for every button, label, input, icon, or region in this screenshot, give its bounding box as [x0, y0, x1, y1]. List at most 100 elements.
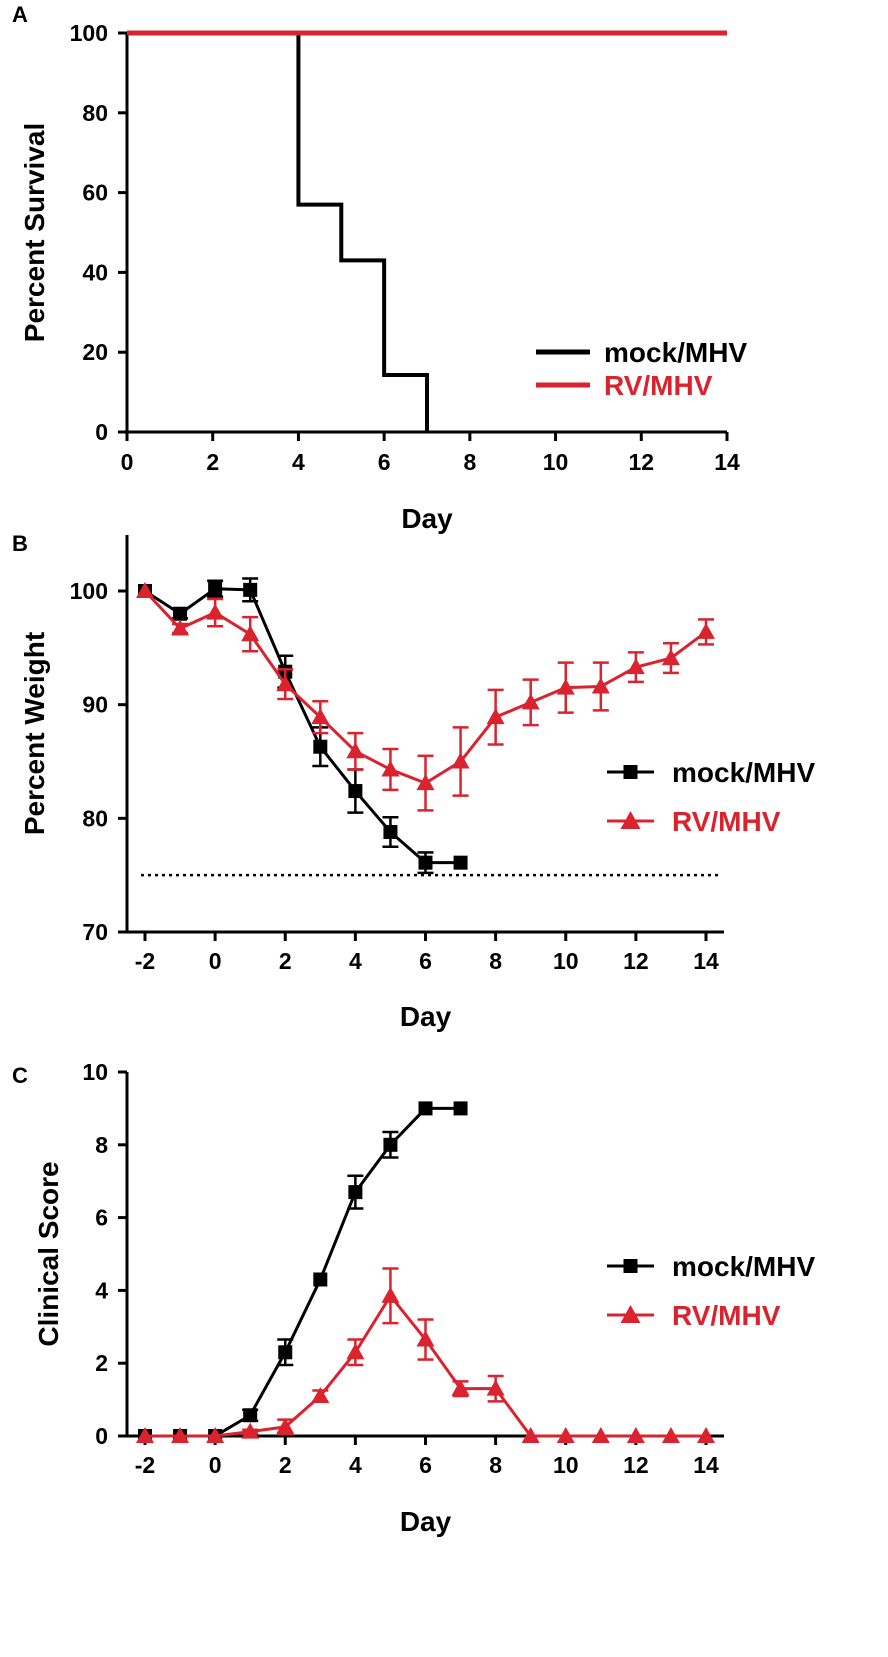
x-axis-title: Day	[401, 503, 453, 534]
y-tick-label: 90	[82, 692, 108, 718]
data-point-rv	[521, 693, 540, 710]
panel-label: A	[12, 2, 28, 27]
y-axis-title: Percent Survival	[19, 123, 50, 342]
legend-label-mock: mock/MHV	[604, 337, 747, 368]
data-point-rv	[346, 1343, 365, 1360]
y-tick-label: 2	[95, 1350, 108, 1376]
legend-marker-rv	[620, 1305, 641, 1323]
x-tick-label: 0	[209, 1452, 222, 1478]
x-tick-label: 4	[292, 449, 305, 475]
data-point-mock	[383, 824, 398, 839]
data-point-rv	[591, 1427, 610, 1443]
y-tick-label: 0	[95, 419, 108, 445]
legend-label-rv: RV/MHV	[672, 1300, 781, 1331]
data-point-rv	[381, 1286, 400, 1303]
series-line-mock	[127, 31, 429, 432]
legend-marker-rv	[620, 811, 641, 829]
x-tick-label: 4	[349, 1452, 362, 1478]
y-tick-label: 80	[82, 100, 108, 126]
data-point-mock	[418, 855, 433, 870]
data-point-rv	[661, 1427, 680, 1443]
data-point-rv	[626, 1427, 645, 1443]
y-axis-title: Clinical Score	[33, 1161, 64, 1346]
data-point-mock	[383, 1137, 398, 1152]
legend-label-rv: RV/MHV	[604, 370, 713, 401]
data-point-mock	[173, 606, 188, 621]
data-point-rv	[521, 1427, 540, 1443]
data-point-rv	[697, 622, 715, 639]
data-point-rv	[206, 1427, 225, 1443]
panel-label: C	[12, 1063, 28, 1088]
data-point-rv	[346, 742, 365, 759]
data-point-rv	[591, 677, 610, 694]
x-tick-label: 2	[279, 948, 292, 974]
data-point-rv	[276, 1417, 295, 1434]
data-point-rv	[171, 1427, 190, 1443]
y-tick-label: 10	[82, 1059, 108, 1085]
data-point-rv	[276, 675, 295, 692]
data-point-rv	[451, 752, 470, 769]
y-tick-label: 100	[70, 578, 108, 604]
x-tick-label: 12	[628, 449, 654, 475]
y-tick-label: 100	[70, 20, 108, 46]
data-point-mock	[278, 1345, 293, 1360]
data-point-rv	[556, 678, 575, 695]
data-point-mock	[243, 582, 258, 597]
x-tick-label: 12	[623, 1452, 649, 1478]
x-tick-label: 6	[378, 449, 391, 475]
chart-panel-a: A 0 2 4 6 8 10 12 14 0 20 40 60 80 100 Day Percent Survi…	[12, 2, 747, 534]
x-tick-label: 2	[206, 449, 219, 475]
series-line-mock	[145, 1106, 461, 1438]
data-point-rv	[416, 774, 435, 791]
x-tick-label: 8	[489, 1452, 502, 1478]
y-tick-label: 60	[82, 180, 108, 206]
data-point-rv	[661, 649, 680, 666]
data-point-mock	[453, 855, 468, 870]
data-point-rv	[626, 658, 645, 675]
data-point-rv	[206, 603, 225, 620]
data-point-rv	[381, 760, 400, 777]
data-point-mock	[348, 1185, 363, 1200]
x-tick-label: 14	[693, 1452, 719, 1478]
data-point-rv	[241, 1422, 260, 1439]
data-point-mock	[348, 784, 363, 799]
x-tick-label: 8	[489, 948, 502, 974]
data-point-rv	[311, 708, 330, 725]
x-tick-label: 4	[349, 948, 362, 974]
x-axis-title: Day	[400, 1001, 452, 1032]
series-line-rv	[143, 589, 707, 785]
x-tick-label: 0	[209, 948, 222, 974]
data-point-rv	[486, 708, 505, 725]
data-point-mock	[453, 1101, 468, 1116]
legend-label-mock: mock/MHV	[672, 1251, 815, 1282]
x-tick-label: 10	[553, 1452, 579, 1478]
chart-panel-c: C -2 0 2 4 6 8 10 12 14 0 2 4 6 8 10 Day Clinical Score mo…	[12, 1059, 815, 1537]
x-tick-label: 10	[543, 449, 569, 475]
x-tick-label: 8	[463, 449, 476, 475]
series-line-mock	[144, 587, 461, 865]
x-tick-label: 10	[553, 948, 579, 974]
data-point-rv	[311, 1386, 330, 1403]
x-tick-label: 14	[714, 449, 740, 475]
x-tick-label: -2	[135, 948, 155, 974]
legend-marker-mock	[623, 765, 638, 779]
x-tick-label: 12	[623, 948, 649, 974]
y-tick-label: 40	[82, 259, 108, 285]
x-tick-label: 2	[279, 1452, 292, 1478]
data-point-rv	[697, 1427, 715, 1443]
y-tick-label: 70	[82, 919, 108, 945]
x-tick-label: 0	[121, 449, 134, 475]
y-tick-label: 0	[95, 1423, 108, 1449]
data-point-rv	[556, 1427, 575, 1443]
x-tick-label: 6	[419, 1452, 432, 1478]
data-point-rv	[451, 1379, 470, 1396]
panel-label: B	[12, 531, 28, 556]
legend-label-mock: mock/MHV	[672, 757, 815, 788]
x-tick-label: 6	[419, 948, 432, 974]
data-point-mock	[313, 1272, 328, 1287]
y-tick-label: 8	[95, 1132, 108, 1158]
x-tick-label: -2	[135, 1452, 155, 1478]
data-point-mock	[243, 1408, 258, 1423]
data-point-rv	[486, 1379, 505, 1396]
